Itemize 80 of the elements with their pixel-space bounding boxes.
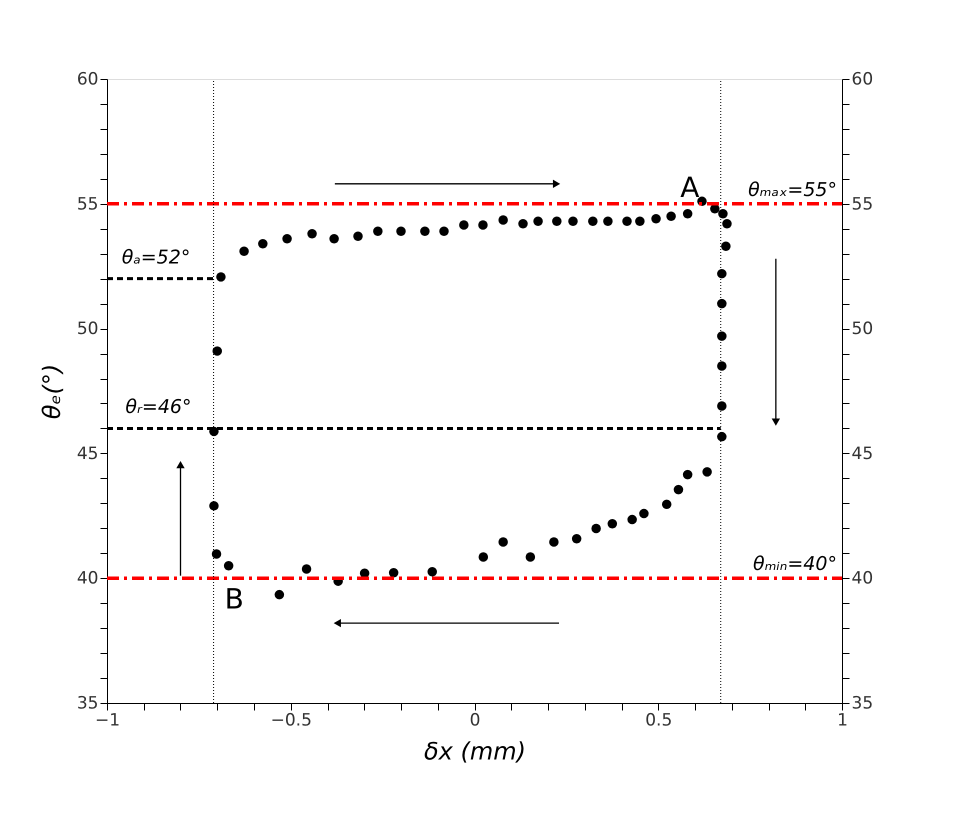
point [282, 234, 292, 244]
point [674, 484, 684, 494]
point [549, 537, 559, 547]
point [533, 216, 543, 226]
point [224, 560, 234, 570]
point [662, 500, 672, 510]
point [420, 226, 430, 236]
ref-line-label: θₘₐₓ=55° [748, 178, 837, 201]
point [717, 331, 727, 341]
point [209, 501, 219, 511]
point [651, 214, 661, 224]
point [302, 564, 312, 574]
point [388, 568, 398, 578]
x-tick-label: 0 [470, 710, 480, 730]
x-tick-label: −1 [94, 710, 120, 730]
point [353, 232, 363, 241]
point [722, 219, 732, 228]
y2-tick-label: 35 [852, 694, 874, 714]
point [682, 209, 692, 219]
point [526, 552, 536, 562]
point [635, 216, 645, 226]
annotation: θᵣ=46° [125, 396, 192, 418]
y2-tick-label: 50 [852, 319, 874, 340]
point [552, 216, 562, 226]
point [639, 508, 649, 518]
point [682, 470, 692, 480]
point [212, 549, 222, 559]
point [717, 401, 727, 411]
point [702, 467, 712, 477]
point [274, 590, 284, 600]
point [572, 534, 582, 544]
y2-tick-label: 40 [852, 568, 874, 589]
point [307, 229, 317, 238]
point [329, 234, 339, 244]
point [478, 220, 488, 230]
point [396, 226, 406, 236]
y2-tick-label: 60 [852, 70, 874, 90]
annotation: θₐ=52° [122, 246, 190, 268]
point [608, 519, 618, 529]
point [622, 216, 632, 226]
point [439, 226, 449, 236]
y-tick-label: 55 [76, 194, 98, 214]
point [666, 212, 676, 222]
point [717, 432, 727, 442]
y-tick-label: 35 [76, 694, 98, 714]
point [459, 220, 469, 230]
point [478, 552, 488, 562]
point [258, 239, 268, 248]
point [717, 268, 727, 278]
point [498, 537, 508, 547]
annotation: B [224, 582, 244, 616]
point [373, 226, 383, 236]
point [239, 246, 249, 256]
y-tick-label: 50 [76, 319, 98, 340]
x-axis-title: δx (mm) [424, 738, 526, 766]
point [591, 524, 601, 534]
point [216, 272, 226, 282]
annotation: A [680, 170, 700, 204]
y-axis-title: θₑ(°) [38, 364, 66, 420]
x-tick-label: 1 [837, 710, 848, 730]
y2-tick-label: 55 [852, 194, 874, 214]
ref-line-label: θₘᵢₙ=40° [752, 553, 837, 576]
point [568, 216, 578, 226]
point [721, 242, 731, 251]
point [718, 209, 728, 219]
point [717, 361, 727, 371]
point [588, 216, 598, 226]
point [427, 566, 437, 576]
point [627, 514, 637, 524]
y-tick-label: 40 [76, 568, 98, 589]
point [717, 298, 727, 308]
point [603, 216, 613, 226]
point [212, 346, 222, 356]
y2-tick-label: 45 [852, 444, 874, 464]
y-tick-label: 60 [76, 70, 98, 90]
x-tick-label: −0.5 [270, 710, 312, 730]
x-tick-label: 0.5 [645, 710, 672, 730]
y-tick-label: 45 [76, 444, 98, 464]
point [518, 219, 528, 228]
point [498, 215, 508, 225]
